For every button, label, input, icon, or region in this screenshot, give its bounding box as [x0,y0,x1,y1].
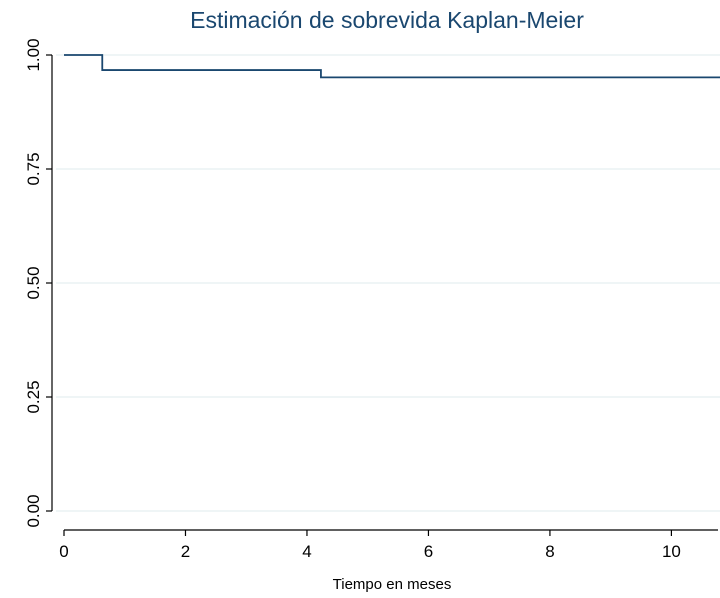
series-layer [64,55,720,77]
x-tick-label-4: 8 [545,542,554,561]
x-tick-label-5: 10 [662,542,681,561]
axes: 0.00 0.25 0.50 0.75 1.00 0 2 4 6 8 10 [24,38,718,561]
survival-curve-0 [64,55,720,77]
grid-lines [56,55,720,511]
x-tick-label-2: 4 [302,542,311,561]
x-tick-label-0: 0 [59,542,68,561]
y-tick-label-2: 0.50 [24,266,43,299]
y-tick-label-3: 0.75 [24,152,43,185]
x-axis-label: Tiempo en meses [333,576,452,593]
y-tick-label-0: 0.00 [24,494,43,527]
chart-title: Estimación de sobrevida Kaplan-Meier [190,7,584,33]
y-tick-label-4: 1.00 [24,38,43,71]
y-tick-label-1: 0.25 [24,380,43,413]
x-tick-label-3: 6 [424,542,433,561]
x-tick-label-1: 2 [181,542,190,561]
